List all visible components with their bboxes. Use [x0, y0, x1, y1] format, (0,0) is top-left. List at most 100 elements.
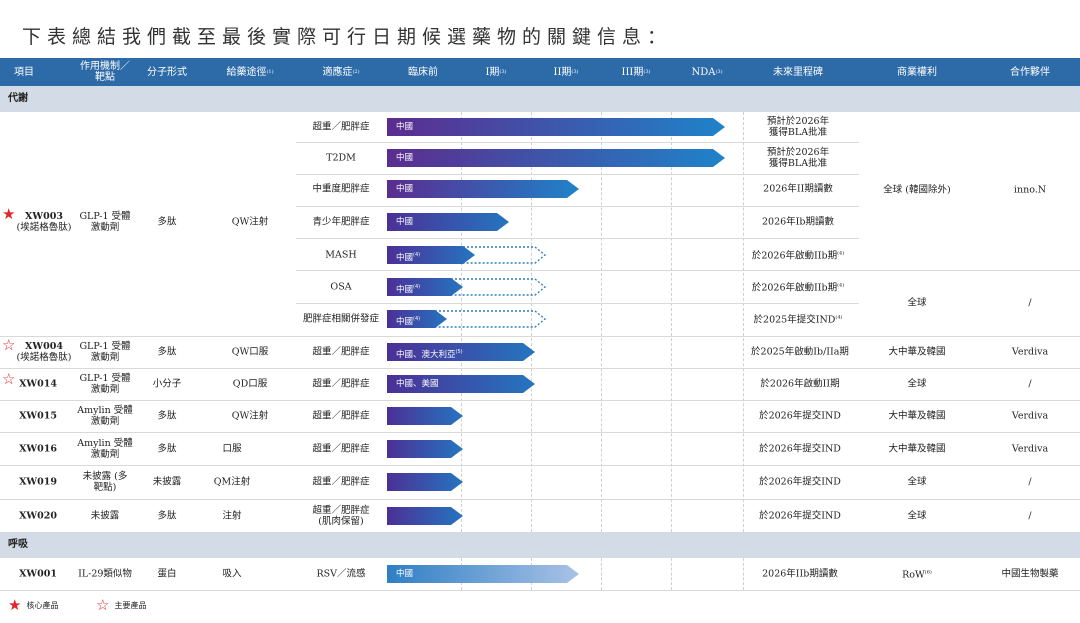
phase-divider	[671, 112, 672, 532]
xw014-rights: 全球	[907, 378, 927, 390]
xw004-mechanism: GLP-1 受體激動劑	[79, 341, 131, 363]
xw004-milestone: 於2025年啟動Ib/IIa期	[751, 346, 849, 358]
xw014-milestone: 於2026年啟動II期	[760, 378, 840, 390]
xw015-route: QW注射	[231, 410, 269, 422]
xw003-indication-6: OSA	[330, 281, 352, 293]
row-divider	[0, 368, 1080, 369]
xw003-indication-7: 肥胖症相關併發症	[302, 313, 380, 325]
xw003-mechanism: GLP-1 受體激動劑	[79, 211, 131, 233]
row-divider	[296, 270, 1080, 271]
xw016-rights: 大中華及韓國	[888, 443, 946, 455]
xw019-rights: 全球	[907, 476, 927, 488]
table-header: 項目 作用機制／靶點 分子形式 給藥途徑 (1) 適應症 (2) 臨床前 I期 (3)…	[0, 58, 1080, 86]
xw015-partner: Verdiva	[1011, 410, 1049, 422]
xw016-project: XW016	[19, 443, 57, 455]
xw003-bar-5: 中國(4)	[387, 246, 547, 264]
xw004-indication: 超重／肥胖症	[312, 346, 370, 358]
xw020-rights: 全球	[907, 510, 927, 522]
xw003-partner-a: inno.N	[1013, 184, 1047, 196]
xw015-mechanism: Amylin 受體激動劑	[77, 405, 133, 427]
row-divider	[0, 465, 1080, 466]
legend-core: ★ 核心產品	[8, 596, 59, 614]
xw003-modality: 多肽	[157, 216, 177, 228]
row-divider	[0, 400, 1080, 401]
key-product-star-icon: ☆	[96, 596, 110, 614]
xw003-rights-a: 全球 (韓國除外)	[883, 184, 951, 196]
xw003-partner-b: /	[1028, 297, 1032, 309]
row-divider	[296, 238, 859, 239]
row-divider	[0, 499, 1080, 500]
xw004-project: XW004 (埃諾格魯肽)	[16, 341, 72, 363]
xw003-bar-6: 中國(4)	[387, 278, 547, 296]
xw016-route: 口服	[222, 443, 242, 455]
row-divider	[296, 142, 859, 143]
xw004-modality: 多肽	[157, 346, 177, 358]
section-respiratory: 呼吸	[0, 532, 1080, 558]
xw004-route: QW口服	[231, 346, 269, 358]
header-partner: 合作夥伴	[1010, 66, 1050, 78]
xw015-modality: 多肽	[157, 410, 177, 422]
xw019-bar	[387, 473, 463, 491]
xw020-mechanism: 未披露	[90, 510, 120, 522]
xw003-bar-2: 中國	[387, 149, 725, 167]
key-product-star-icon: ☆	[2, 336, 16, 354]
header-route: 給藥途徑 (1)	[226, 66, 274, 78]
row-divider	[296, 174, 859, 175]
xw020-partner: /	[1028, 510, 1032, 522]
xw003-milestone-1: 預計於2026年 獲得BLA批准	[766, 116, 830, 138]
xw020-milestone: 於2026年提交IND	[759, 510, 841, 522]
key-product-star-icon: ☆	[2, 370, 16, 388]
xw003-bar-4: 中國	[387, 213, 509, 231]
xw020-project: XW020	[19, 510, 57, 522]
xw003-milestone-4: 2026年Ib期讀數	[761, 216, 835, 228]
xw016-partner: Verdiva	[1011, 443, 1049, 455]
phase-divider	[601, 558, 602, 590]
xw020-modality: 多肽	[157, 510, 177, 522]
core-product-star-icon: ★	[8, 596, 22, 614]
xw003-rights-b: 全球	[907, 297, 927, 309]
xw001-mechanism: IL-29類似物	[78, 568, 132, 580]
xw003-bar-7: 中國(4)	[387, 310, 547, 328]
xw020-indication: 超重／肥胖症 (肌肉保留)	[312, 505, 370, 527]
xw019-mechanism: 未披露 (多靶點)	[82, 471, 128, 493]
xw019-modality: 未披露	[152, 476, 182, 488]
section-metabolism: 代謝	[0, 86, 1080, 112]
xw001-bar: 中國	[387, 565, 579, 583]
header-project: 項目	[14, 66, 34, 78]
xw016-indication: 超重／肥胖症	[312, 443, 370, 455]
header-modality: 分子形式	[147, 66, 187, 78]
xw020-bar	[387, 507, 463, 525]
xw004-partner: Verdiva	[1011, 346, 1049, 358]
xw003-bar-1: 中國	[387, 118, 725, 136]
xw003-route: QW注射	[231, 216, 269, 228]
xw019-milestone: 於2026年提交IND	[759, 476, 841, 488]
xw016-bar	[387, 440, 463, 458]
page-title: 下表總結我們截至最後實際可行日期候選藥物的關鍵信息：	[22, 26, 673, 48]
header-mechanism: 作用機制／靶點	[80, 61, 130, 83]
row-divider	[0, 432, 1080, 433]
header-rights: 商業權利	[897, 66, 937, 78]
header-nda: NDA (3)	[691, 66, 723, 78]
phase-divider	[743, 558, 744, 590]
xw003-indication-4: 青少年肥胖症	[312, 216, 370, 228]
phase-divider	[671, 558, 672, 590]
xw001-rights: RoW(6)	[902, 569, 932, 581]
xw003-milestone-2: 預計於2026年 獲得BLA批准	[766, 147, 830, 169]
xw014-indication: 超重／肥胖症	[312, 378, 370, 390]
phase-divider	[601, 112, 602, 532]
xw004-bar: 中國、澳大利亞(5)	[387, 343, 535, 361]
xw016-modality: 多肽	[157, 443, 177, 455]
row-divider	[296, 303, 859, 304]
xw015-indication: 超重／肥胖症	[312, 410, 370, 422]
xw014-mechanism: GLP-1 受體激動劑	[79, 373, 131, 395]
xw001-route: 吸入	[222, 568, 242, 580]
xw019-indication: 超重／肥胖症	[312, 476, 370, 488]
header-phase3: III期 (3)	[621, 66, 651, 78]
legend-key: ☆ 主要產品	[96, 596, 147, 614]
xw004-rights: 大中華及韓國	[888, 346, 946, 358]
xw014-route: QD口服	[232, 378, 268, 390]
xw016-milestone: 於2026年提交IND	[759, 443, 841, 455]
xw003-milestone-5: 於2026年啟動IIb期(4)	[751, 250, 845, 262]
xw001-indication: RSV／流感	[316, 568, 366, 580]
xw014-project: XW014	[19, 378, 57, 390]
